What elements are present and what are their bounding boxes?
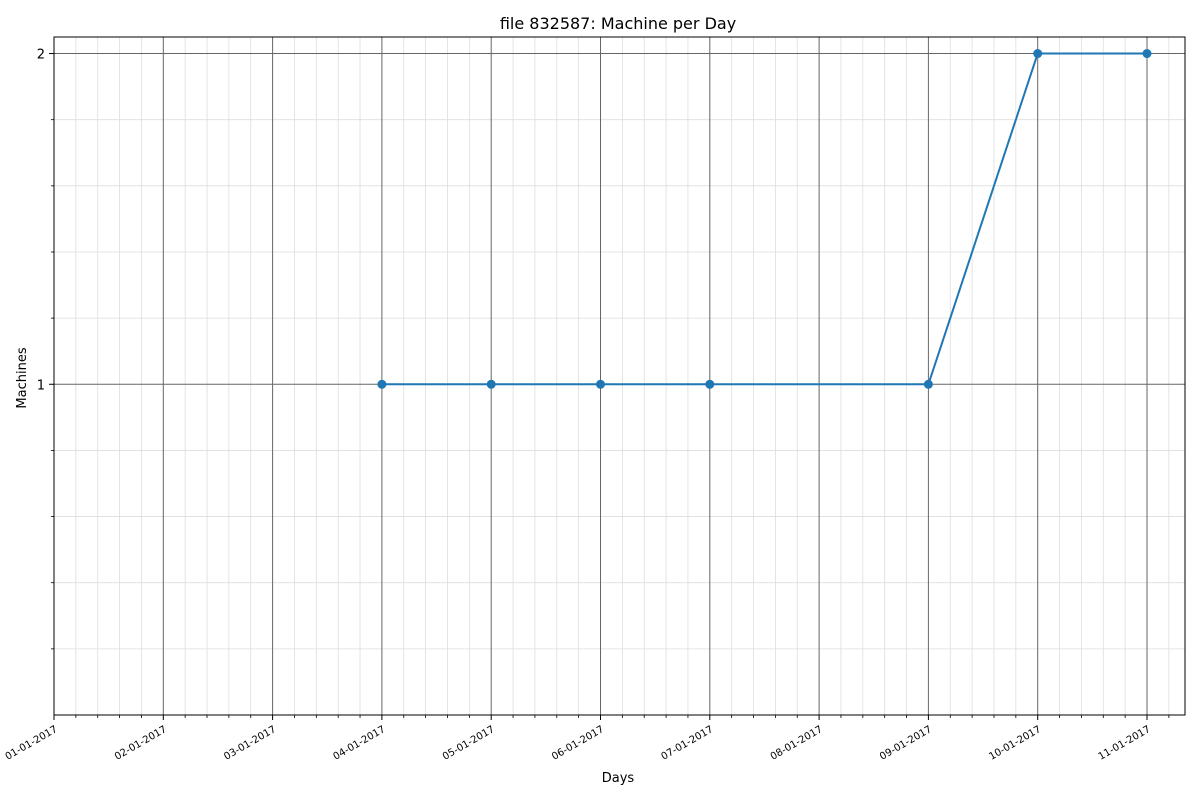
x-ticks: 01-01-2017 02-01-2017 03-01-2017 04-01-2017… — [4, 715, 1170, 763]
y-axis-label: Machines — [15, 347, 30, 408]
data-point — [923, 379, 933, 389]
x-tick-label: 01-01-2017 — [4, 724, 60, 763]
data-point — [1033, 49, 1043, 59]
x-axis-label: Days — [602, 771, 635, 786]
x-tick-label: 06-01-2017 — [550, 724, 606, 763]
y-ticks: 12 — [37, 48, 54, 650]
x-tick-label: 04-01-2017 — [332, 724, 388, 763]
y-tick-label: 2 — [37, 48, 45, 63]
x-tick-label: 09-01-2017 — [878, 724, 934, 763]
series-line — [381, 52, 1147, 386]
chart-title: file 832587: Machine per Day — [500, 14, 736, 33]
data-point — [705, 379, 715, 389]
data-point — [377, 379, 387, 389]
data-point — [1142, 49, 1152, 59]
x-tick-label: 05-01-2017 — [441, 724, 497, 763]
x-tick-label: 02-01-2017 — [113, 724, 169, 763]
x-tick-label: 03-01-2017 — [222, 724, 278, 763]
x-tick-label: 10-01-2017 — [987, 724, 1043, 763]
x-tick-label: 07-01-2017 — [659, 724, 715, 763]
y-tick-label: 1 — [37, 378, 45, 393]
major-grid — [54, 37, 1185, 715]
data-point — [596, 379, 605, 389]
series-layer — [377, 49, 1152, 389]
minor-grid — [54, 37, 1185, 715]
x-tick-label: 08-01-2017 — [769, 724, 825, 763]
plot-frame — [53, 36, 1186, 716]
data-point — [486, 379, 496, 389]
x-tick-label: 11-01-2017 — [1097, 724, 1153, 763]
